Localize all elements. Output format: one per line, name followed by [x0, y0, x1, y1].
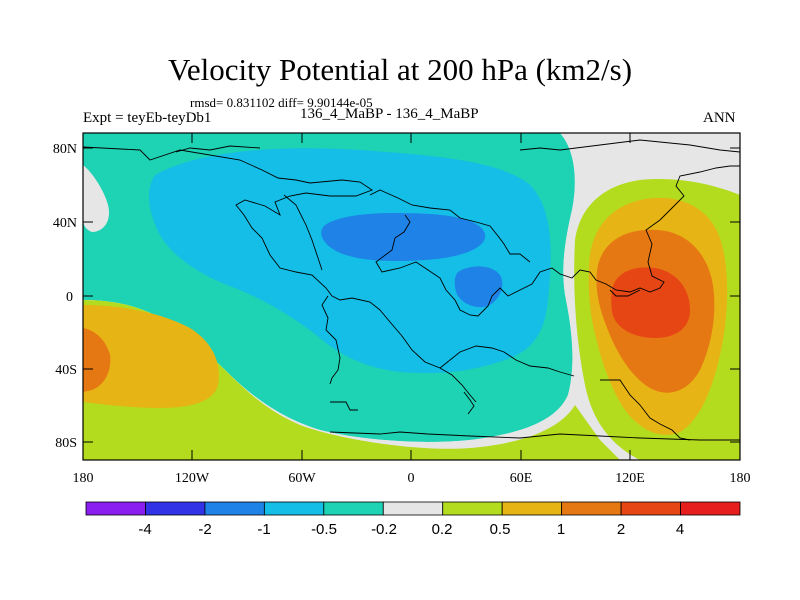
y-tick-label: 40N: [53, 216, 77, 231]
x-tick-label: 180: [73, 471, 94, 486]
case-label: 136_4_MaBP - 136_4_MaBP: [300, 106, 479, 122]
colorbar-box: [323, 501, 384, 516]
stats-line: rmsd= 0.831102 diff= 9.90144e-05: [190, 95, 373, 110]
axis-ticks: [83, 133, 740, 460]
region-strong-positive-west: [83, 328, 111, 392]
colorbar-box: [145, 501, 206, 516]
x-tick-label: 0: [408, 471, 415, 486]
colorbar: [85, 501, 741, 516]
region-moderate-positive-west: [83, 305, 219, 408]
region-neutral-nw: [83, 165, 110, 232]
colorbar-label: 4: [676, 521, 684, 538]
colorbar-label: -0.2: [371, 521, 397, 538]
x-tick-label: 120E: [615, 471, 645, 486]
region-moderate-negative: [148, 148, 551, 374]
colorbar-labels: -4 -2 -1 -0.5 -0.2 0.2 0.5 1 2 4: [138, 521, 684, 538]
colorbar-label: 0.5: [490, 521, 511, 538]
y-tick-label: 0: [66, 290, 73, 305]
x-tick-label: 120W: [175, 471, 210, 486]
colorbar-label: 0.2: [432, 521, 453, 538]
x-tick-label: 60W: [288, 471, 316, 486]
region-neutral: [83, 133, 740, 460]
x-tick-label: 180: [730, 471, 751, 486]
colorbar-box: [561, 501, 622, 516]
region-strong-negative-1: [321, 213, 486, 262]
colorbar-box: [204, 501, 265, 516]
y-tick-label: 40S: [55, 363, 77, 378]
colorbar-box: [382, 501, 444, 516]
colorbar-label: 2: [617, 521, 625, 538]
colorbar-box: [263, 501, 325, 516]
colorbar-box: [620, 501, 681, 516]
contour-field: [83, 133, 740, 460]
colorbar-box: [680, 501, 741, 516]
colorbar-label: -4: [138, 521, 151, 538]
colorbar-label: -0.5: [311, 521, 337, 538]
region-weak-positive: [83, 403, 620, 460]
colorbar-label: -2: [198, 521, 211, 538]
x-tick-label: 60E: [510, 471, 533, 486]
colorbar-box: [85, 501, 146, 516]
y-tick-label: 80N: [53, 142, 77, 157]
season-label: ANN: [703, 110, 736, 126]
colorbar-box: [442, 501, 503, 516]
coastlines: [83, 139, 740, 441]
region-strong-negative-2: [454, 266, 503, 308]
map-title: Velocity Potential at 200 hPa (km2/s): [167, 52, 633, 87]
region-max-positive: [611, 267, 690, 338]
y-tick-label: 80S: [55, 436, 77, 451]
colorbar-label: 1: [557, 521, 565, 538]
colorbar-label: -1: [257, 521, 270, 538]
experiment-label: Expt = teyEb-teyDb1: [83, 110, 212, 126]
colorbar-box: [501, 501, 563, 516]
